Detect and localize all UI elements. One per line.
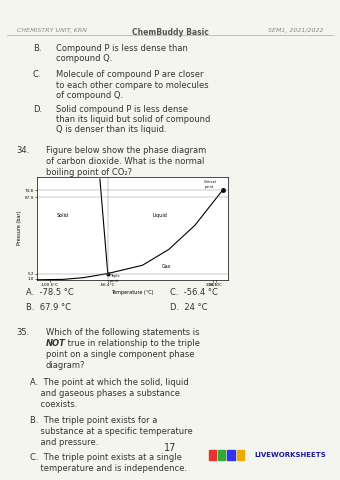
Text: C.  The triple point exists at a single: C. The triple point exists at a single: [30, 453, 182, 462]
Text: point on a single component phase: point on a single component phase: [46, 350, 194, 359]
Text: B.  The triple point exists for a: B. The triple point exists for a: [30, 416, 157, 425]
Text: coexists.: coexists.: [30, 400, 77, 409]
Text: and gaseous phases a substance: and gaseous phases a substance: [30, 389, 180, 398]
Text: 34.: 34.: [17, 146, 30, 155]
Text: B.  67.9 °C: B. 67.9 °C: [27, 303, 71, 312]
Text: A.  The point at which the solid, liquid: A. The point at which the solid, liquid: [30, 378, 188, 387]
Text: temperature and is independence.: temperature and is independence.: [30, 464, 187, 473]
Text: SEM1, 2021/2022: SEM1, 2021/2022: [268, 28, 323, 33]
Text: ChemBuddy Basic: ChemBuddy Basic: [132, 28, 208, 37]
Text: Which of the following statements is: Which of the following statements is: [46, 328, 200, 337]
Text: true in relationship to the triple: true in relationship to the triple: [65, 339, 200, 348]
Bar: [237, 450, 244, 460]
Text: B.: B.: [33, 44, 41, 53]
Text: CHEMISTRY UNIT, KRN: CHEMISTRY UNIT, KRN: [17, 28, 86, 33]
Text: Solid: Solid: [57, 213, 69, 218]
Text: C.: C.: [33, 71, 41, 80]
Text: Compound P is less dense than
compound Q.: Compound P is less dense than compound Q…: [56, 44, 188, 63]
Text: Liquid: Liquid: [153, 213, 168, 218]
Text: D.: D.: [33, 105, 42, 114]
Text: Figure below show the phase diagram: Figure below show the phase diagram: [46, 146, 206, 155]
Text: diagram?: diagram?: [46, 361, 85, 370]
Text: 17: 17: [164, 443, 176, 453]
Text: substance at a specific temperature: substance at a specific temperature: [30, 427, 192, 436]
Text: of carbon dioxide. What is the normal: of carbon dioxide. What is the normal: [46, 156, 204, 166]
Bar: [218, 450, 225, 460]
Text: A.  -78.5 °C: A. -78.5 °C: [27, 288, 74, 298]
Text: D.  24 °C: D. 24 °C: [170, 303, 207, 312]
Bar: [227, 450, 235, 460]
Text: and pressure.: and pressure.: [30, 438, 98, 446]
Text: LIVEWORKSHEETS: LIVEWORKSHEETS: [255, 452, 327, 458]
Text: C.  -56.4 °C: C. -56.4 °C: [170, 288, 218, 298]
Text: 35.: 35.: [17, 328, 30, 337]
X-axis label: Temperature (°C): Temperature (°C): [111, 290, 154, 295]
Text: NOT: NOT: [46, 339, 66, 348]
Text: Molecule of compound P are closer
to each other compare to molecules
of compound: Molecule of compound P are closer to eac…: [56, 71, 208, 100]
Text: Gas: Gas: [162, 264, 171, 269]
Text: Solid compound P is less dense
than its liquid but solid of compound
Q is denser: Solid compound P is less dense than its …: [56, 105, 210, 134]
Text: Critical
point: Critical point: [204, 180, 217, 189]
Text: boiling point of CO₂?: boiling point of CO₂?: [46, 168, 132, 177]
Text: Triple
point: Triple point: [110, 274, 119, 283]
Y-axis label: Pressure (bar): Pressure (bar): [17, 211, 22, 245]
Bar: [209, 450, 216, 460]
